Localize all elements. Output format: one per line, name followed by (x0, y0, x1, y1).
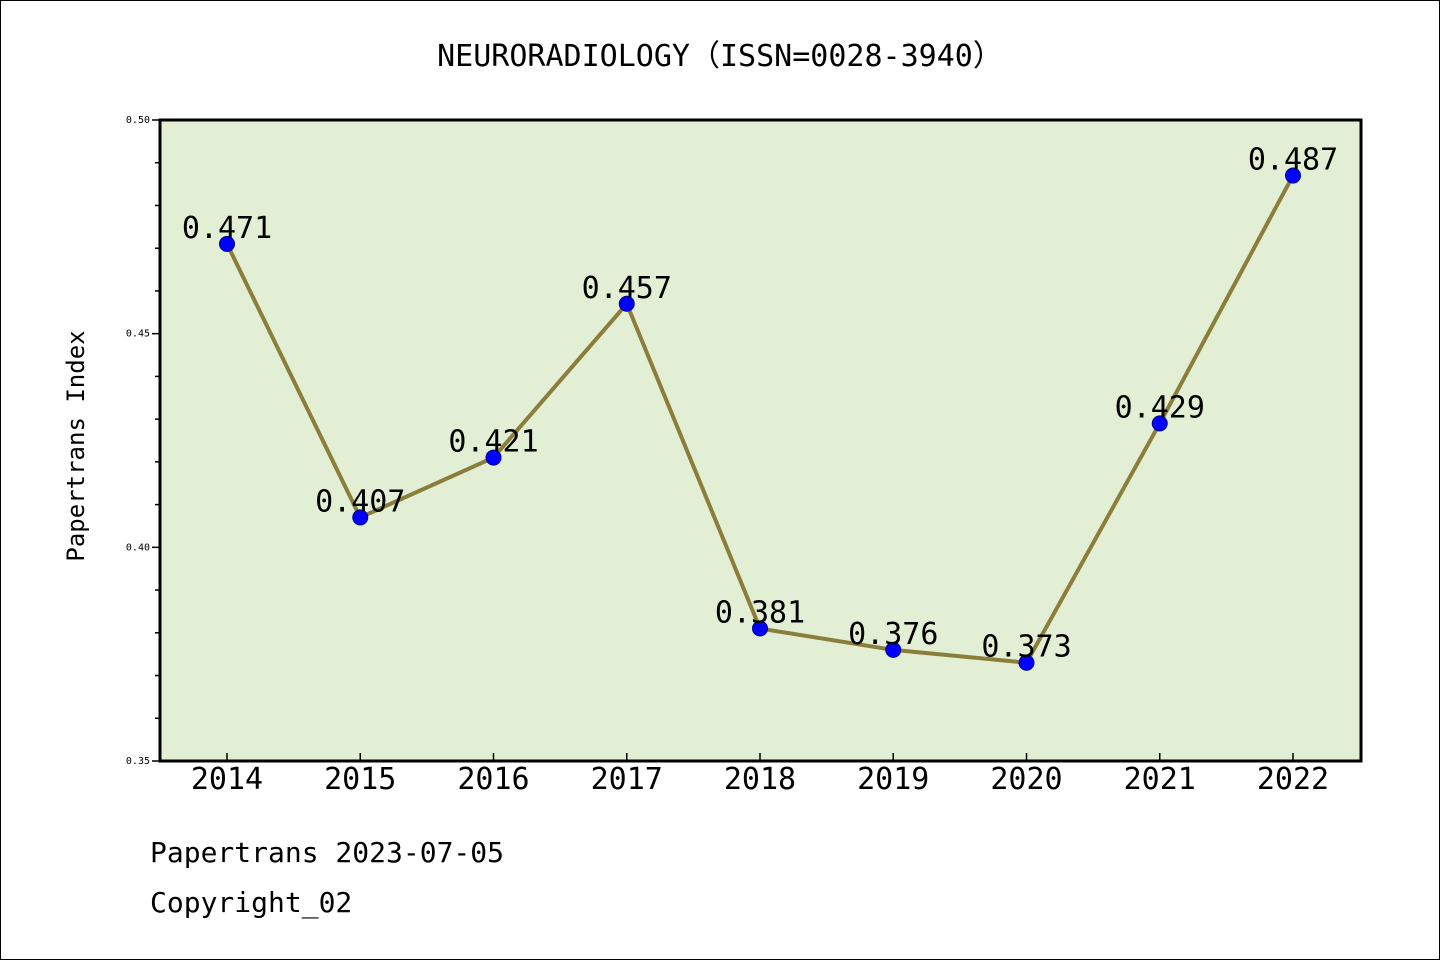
data-point (485, 449, 502, 466)
data-label: 0.376 (848, 617, 938, 652)
data-labels: 0.471 0.407 0.421 0.457 0.381 0.376 0.373 0.429… (182, 143, 1338, 665)
y-tick-label: 0.40 (126, 542, 150, 553)
data-point (1151, 415, 1168, 432)
y-axis-label: Papertrans Index (62, 330, 90, 561)
y-tick-label: 0.45 (126, 329, 150, 340)
data-point (885, 641, 902, 658)
data-point (219, 235, 235, 252)
data-label: 0.421 (448, 425, 538, 460)
data-label: 0.487 (1248, 143, 1338, 178)
x-tick-label: 2022 (1257, 762, 1329, 797)
x-tick-label: 2020 (990, 762, 1062, 797)
data-label: 0.457 (582, 271, 672, 306)
footer-copyright: Copyright_02 (150, 886, 353, 919)
y-tick-label: 0.35 (126, 756, 150, 767)
x-tick-label: 2018 (724, 762, 796, 797)
data-label: 0.381 (715, 596, 805, 631)
data-point (752, 620, 768, 637)
data-point (1285, 167, 1301, 184)
x-axis: 2014 2015 2016 2017 2018 2019 2020 2021 2022 (191, 753, 1329, 797)
data-point (352, 509, 369, 526)
footer-date: Papertrans 2023-07-05 (150, 836, 505, 869)
data-point (1018, 654, 1035, 671)
x-tick-label: 2021 (1124, 762, 1196, 797)
y-tick-label: 0.50 (126, 115, 150, 126)
y-axis: 0.35 0.40 0.45 0.50 (126, 115, 160, 767)
data-label: 0.373 (981, 630, 1071, 665)
data-label: 0.407 (315, 484, 405, 519)
x-tick-label: 2015 (324, 762, 396, 797)
data-label: 0.471 (182, 211, 272, 246)
x-tick-label: 2017 (591, 762, 663, 797)
x-tick-label: 2014 (191, 762, 263, 797)
plot-area (158, 118, 1363, 763)
x-tick-label: 2016 (457, 762, 529, 797)
chart-title: NEURORADIOLOGY（ISSN=0028-3940） (437, 39, 1003, 74)
data-label: 0.429 (1115, 390, 1205, 425)
series-markers (219, 167, 1301, 671)
data-point (618, 295, 635, 312)
x-tick-label: 2019 (857, 762, 929, 797)
